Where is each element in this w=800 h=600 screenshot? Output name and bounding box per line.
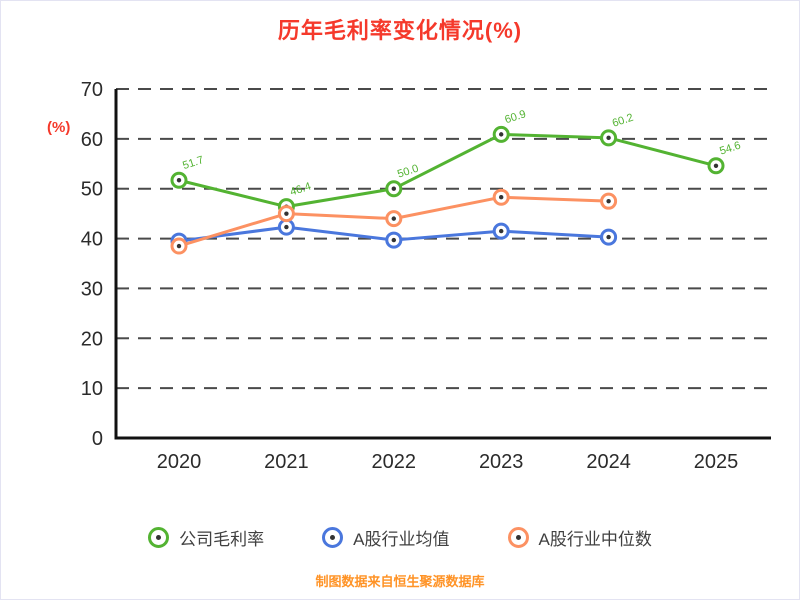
svg-text:46.4: 46.4 bbox=[289, 180, 313, 198]
svg-text:70: 70 bbox=[81, 79, 103, 101]
svg-text:2025: 2025 bbox=[694, 451, 739, 473]
y-axis-label: (%) bbox=[47, 119, 71, 136]
svg-text:10: 10 bbox=[81, 378, 103, 400]
chart-title: 历年毛利率变化情况(%) bbox=[277, 18, 523, 43]
svg-text:2024: 2024 bbox=[586, 451, 631, 473]
legend-marker-blue-icon bbox=[322, 526, 344, 548]
marker-center-dot bbox=[156, 534, 162, 540]
legend-marker-orange-icon bbox=[507, 526, 529, 548]
svg-text:60.9: 60.9 bbox=[503, 108, 527, 126]
data-source-note: 制图数据来自恒生聚源数据库 bbox=[315, 574, 485, 589]
svg-text:2022: 2022 bbox=[372, 451, 417, 473]
svg-text:2023: 2023 bbox=[479, 451, 524, 473]
legend-marker-green-icon bbox=[148, 526, 170, 548]
svg-text:54.6: 54.6 bbox=[718, 140, 742, 158]
chart-legend: 公司毛利率 A股行业均值 A股行业中位数 bbox=[1, 519, 799, 555]
svg-text:0: 0 bbox=[92, 428, 103, 450]
svg-text:60.2: 60.2 bbox=[611, 112, 635, 130]
legend-item-company-margin[interactable]: 公司毛利率 bbox=[148, 525, 264, 550]
legend-label-industry-average: A股行业均值 bbox=[353, 529, 450, 549]
svg-text:51.7: 51.7 bbox=[181, 154, 205, 172]
marker-center-dot bbox=[330, 534, 336, 540]
svg-text:2021: 2021 bbox=[264, 451, 309, 473]
legend-item-industry-average[interactable]: A股行业均值 bbox=[322, 525, 450, 550]
svg-text:60: 60 bbox=[81, 129, 103, 151]
svg-text:50: 50 bbox=[81, 179, 103, 201]
legend-label-industry-median: A股行业中位数 bbox=[538, 529, 652, 549]
legend-label-company-margin: 公司毛利率 bbox=[179, 529, 265, 549]
legend-item-industry-median[interactable]: A股行业中位数 bbox=[507, 525, 652, 550]
svg-text:20: 20 bbox=[81, 328, 103, 350]
marker-center-dot bbox=[515, 534, 521, 540]
svg-text:40: 40 bbox=[81, 229, 103, 251]
line-chart-plot-area: 0 10 20 30 40 50 60 70 2020 2021 2022 2023 2024 2025 5… bbox=[81, 79, 771, 473]
svg-text:2020: 2020 bbox=[157, 451, 202, 473]
svg-text:30: 30 bbox=[81, 278, 103, 300]
